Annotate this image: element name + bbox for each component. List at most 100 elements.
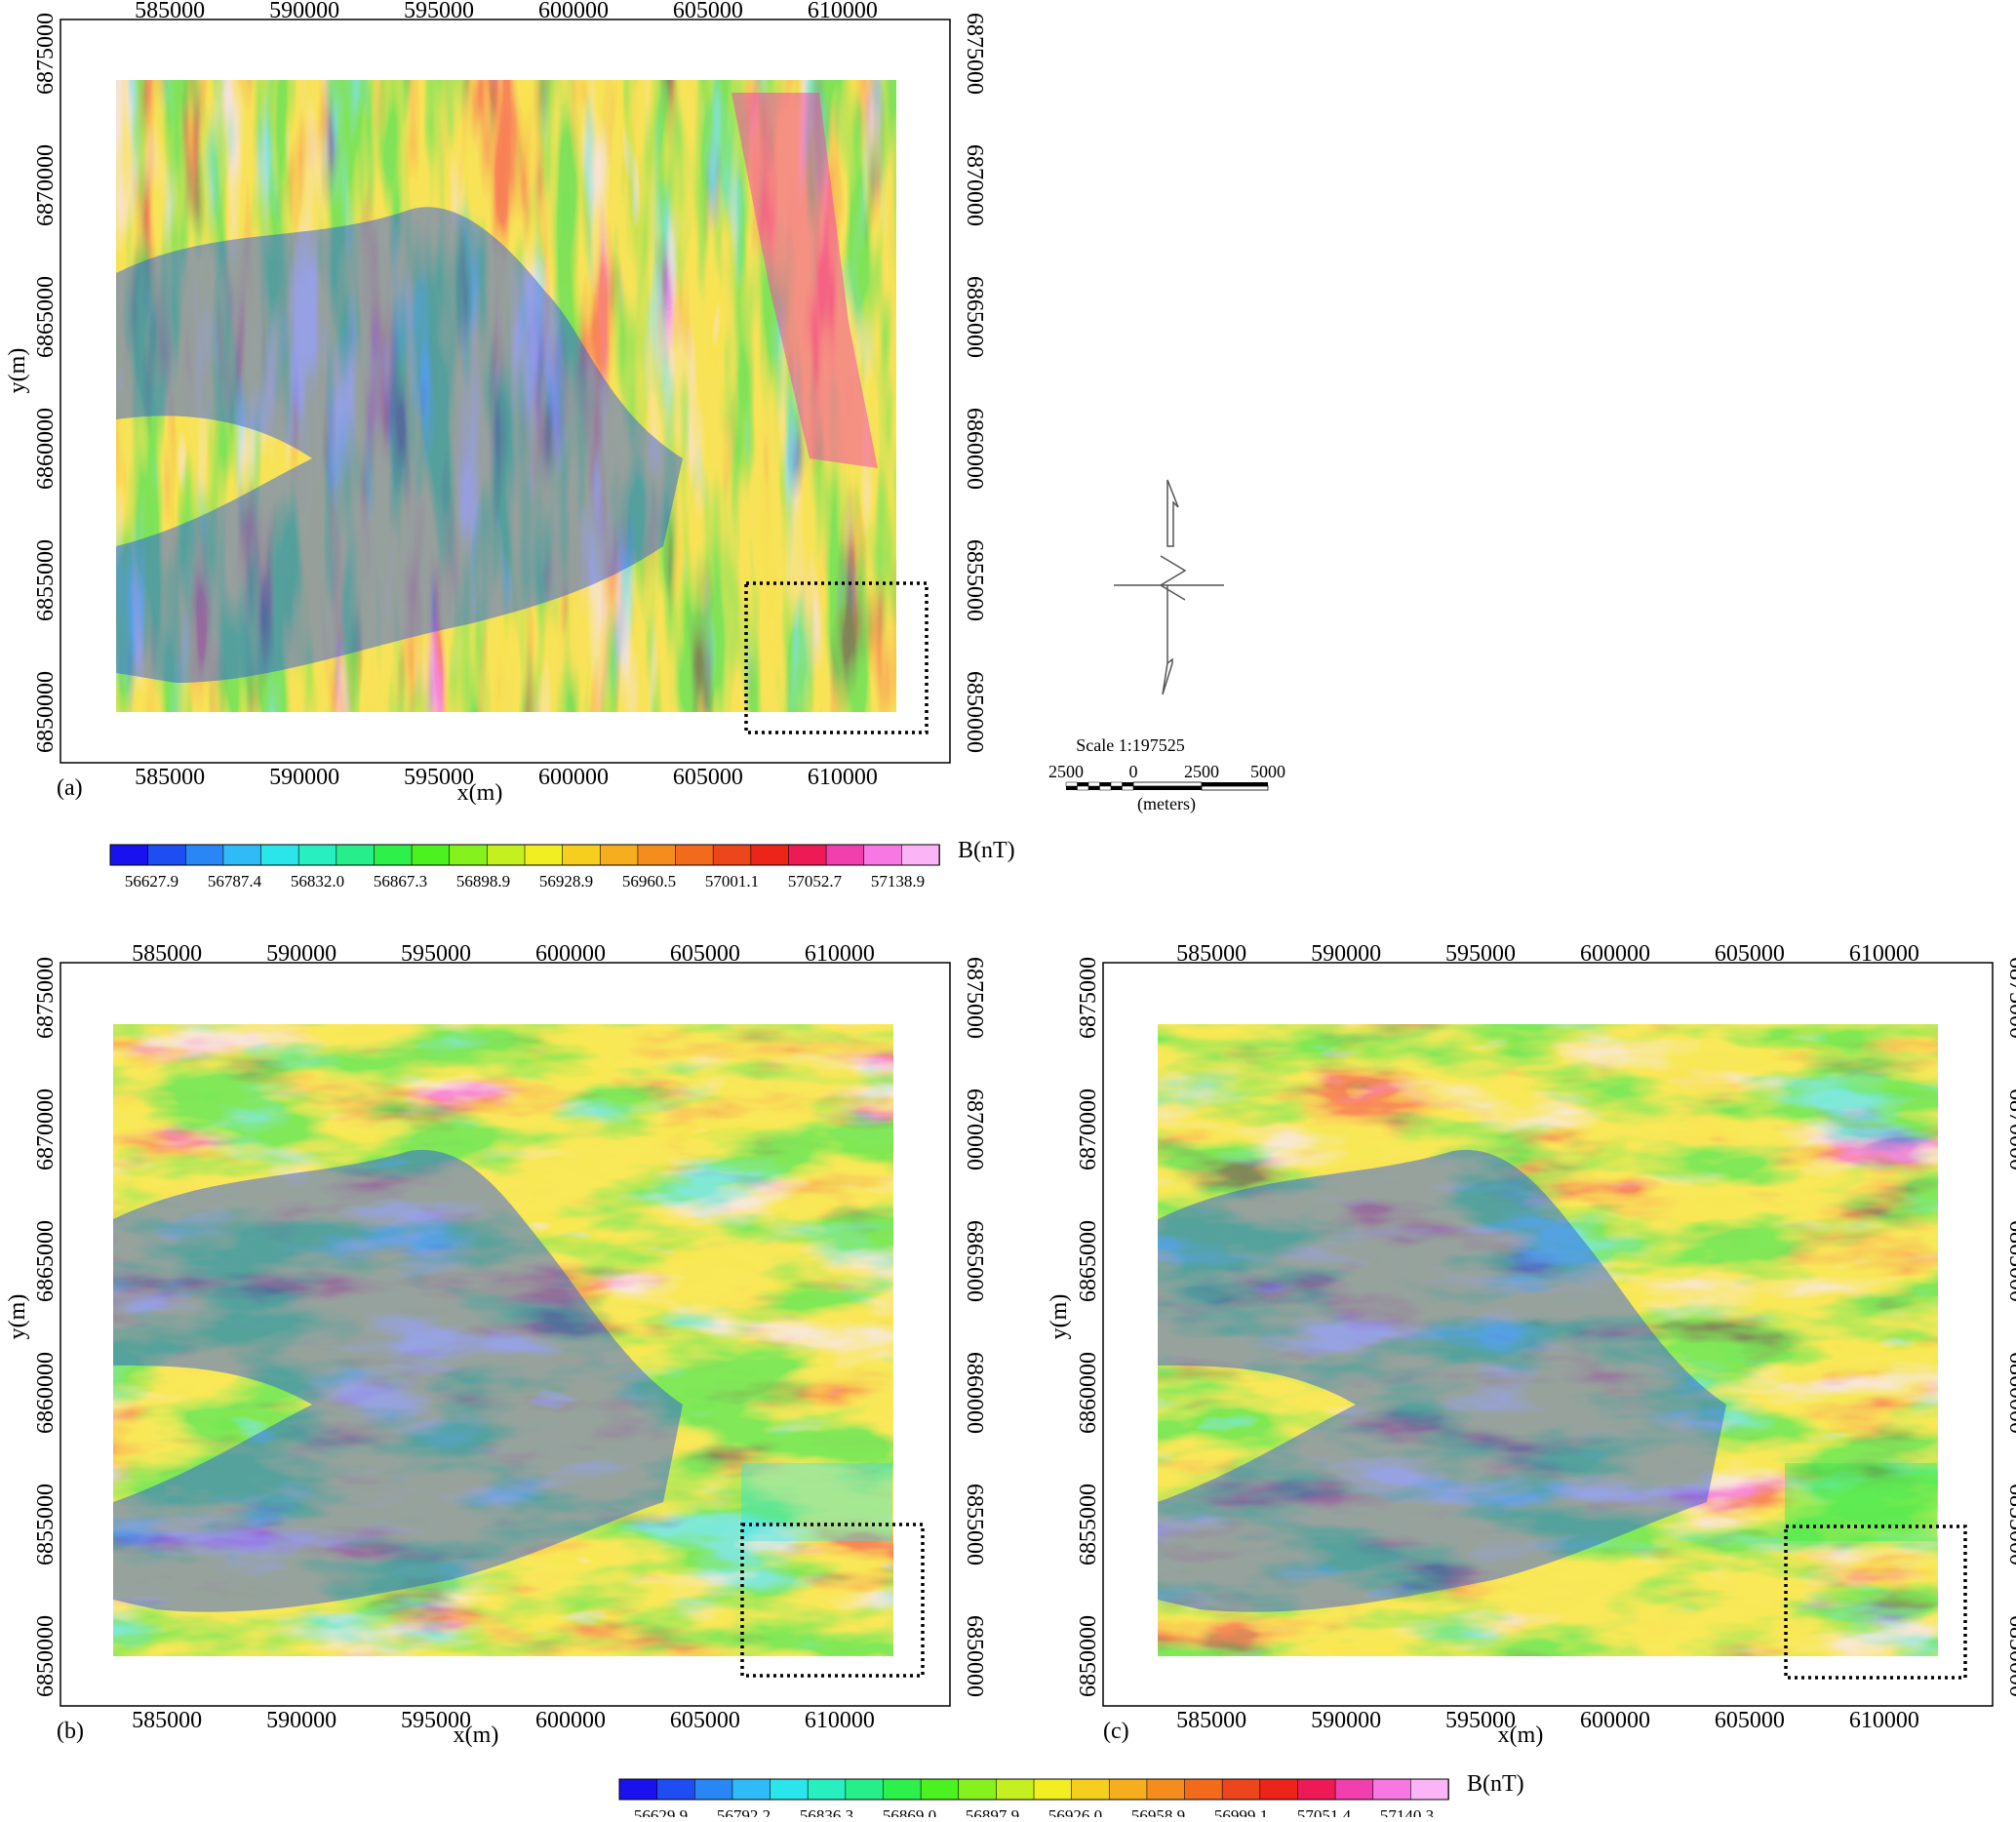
colorbar-tick-label: 56999.1: [1214, 1806, 1268, 1817]
low-anomaly-southeast: [1785, 1463, 1937, 1541]
magnetic-field-map: [113, 1024, 893, 1656]
x-tick-label-top: 610000: [808, 0, 878, 23]
x-tick-label-top: 585000: [132, 941, 202, 967]
x-tick-label-bottom: 585000: [135, 765, 205, 790]
y-tick-label-left: 6850000: [33, 1615, 59, 1697]
y-tick-label-left: 6850000: [33, 671, 59, 753]
y-tick-label-right: 6855000: [2004, 1484, 2016, 1565]
colorbar-tick-label: 57140.3: [1380, 1806, 1434, 1817]
scale-units: (meters): [1137, 794, 1196, 814]
colorbar-swatch: [1221, 1778, 1261, 1801]
colorbar-tick-label: 56787.4: [208, 872, 262, 891]
y-tick-label-right: 6850000: [962, 671, 987, 753]
colorbar-swatch: [1297, 1778, 1336, 1801]
colorbar-swatch: [750, 844, 790, 866]
selection-box: [744, 581, 929, 734]
north-arrow-icon: [1114, 479, 1224, 695]
panel-label: (c): [1103, 1719, 1129, 1744]
x-tick-label-top: 585000: [1176, 941, 1246, 967]
scale-segment: [1122, 782, 1133, 786]
y-tick-label-right: 6865000: [962, 1220, 987, 1302]
x-tick-label-bottom: 590000: [269, 765, 339, 790]
x-tick-label-top: 610000: [1849, 941, 1919, 967]
x-tick-label-bottom: 600000: [538, 765, 609, 790]
x-tick-label-top: 605000: [1715, 941, 1785, 967]
x-tick-label-top: 590000: [269, 0, 339, 23]
colorbar-swatch: [1372, 1778, 1412, 1801]
y-tick-label-right: 6865000: [962, 276, 987, 358]
colorbar-swatch: [958, 1778, 998, 1801]
colorbar-swatch: [825, 844, 865, 866]
x-tick-label-top: 590000: [1311, 941, 1381, 967]
y-tick-label-right: 6860000: [962, 408, 987, 490]
y-tick-label-right: 6870000: [962, 144, 987, 226]
colorbar-swatch: [656, 1778, 696, 1801]
high-anomaly-east: [731, 93, 878, 468]
colorbar-swatch: [996, 1778, 1035, 1801]
colorbar-bottom: B(nT) 56629.9 56792.2 56836.3 56869.0 56897.…: [618, 1771, 1524, 1822]
x-tick-label-bottom: 590000: [266, 1708, 336, 1733]
x-tick-label-bottom: 595000: [401, 1708, 471, 1733]
x-axis-label: x(m): [454, 1723, 499, 1748]
scale-segment: [1201, 785, 1269, 791]
scale-bar: Scale 1:197525 2500 0 2500 5000 (meters): [1048, 735, 1285, 814]
y-tick-label-left: 6875000: [33, 13, 59, 95]
y-tick-label-right: 6870000: [2004, 1089, 2016, 1170]
colorbar-tick-label: 57051.4: [1297, 1806, 1352, 1817]
x-tick-label-bottom: 595000: [404, 765, 474, 790]
colorbar-swatch: [637, 844, 677, 866]
colorbar-swatch: [883, 1778, 922, 1801]
x-tick-label-top: 600000: [538, 0, 609, 23]
colorbar-unit-label: B(nT): [1467, 1771, 1524, 1797]
y-tick-label-left: 6870000: [1076, 1089, 1101, 1170]
y-axis-label: y(m): [5, 348, 30, 394]
y-tick-label-left: 6875000: [33, 957, 59, 1039]
y-tick-label-left: 6855000: [33, 1484, 59, 1565]
colorbar-swatch: [524, 844, 564, 866]
colorbar-swatch: [222, 844, 262, 866]
colorbar-tick-label: 56869.0: [883, 1806, 936, 1817]
colorbar-tick-label: 56792.2: [717, 1806, 771, 1817]
scale-bar-segments: [1065, 781, 1269, 791]
colorbar-swatch: [1410, 1778, 1449, 1801]
colorbar-swatch: [374, 844, 413, 866]
y-tick-label-right: 6850000: [2004, 1615, 2016, 1697]
x-tick-label-top: 605000: [670, 941, 740, 967]
colorbar-swatch: [487, 844, 526, 866]
map-panel-a: (a) x(m) y(m) 585000 585000 590000 590000 59…: [5, 0, 987, 806]
x-tick-label-top: 585000: [135, 0, 205, 23]
scale-segment: [1099, 782, 1111, 786]
x-axis-label: x(m): [1498, 1723, 1544, 1748]
colorbar-tick-label: 56958.9: [1131, 1806, 1185, 1817]
scale-segment: [1099, 785, 1112, 791]
colorbar-unit-label: B(nT): [958, 838, 1015, 863]
colorbar-swatch: [184, 844, 224, 866]
x-tick-label-bottom: 605000: [673, 765, 743, 790]
y-tick-label-left: 6865000: [33, 276, 59, 358]
colorbar-tick-label: 57001.1: [705, 872, 759, 891]
x-tick-label-bottom: 610000: [805, 1708, 875, 1733]
map-panel-b: (b) x(m) y(m) 585000 585000 590000 590000 59…: [5, 941, 987, 1748]
y-tick-label-right: 6875000: [962, 13, 987, 95]
x-tick-label-bottom: 610000: [808, 765, 878, 790]
colorbar-tick-label: 57052.7: [788, 872, 843, 891]
scale-label: 2500: [1184, 762, 1219, 781]
scale-segment: [1202, 782, 1268, 786]
scale-segment: [1122, 785, 1134, 791]
x-tick-label-bottom: 585000: [1176, 1708, 1246, 1733]
colorbar-swatch: [1334, 1778, 1374, 1801]
panel-label: (a): [57, 775, 83, 801]
y-tick-label-right: 6875000: [2004, 957, 2016, 1039]
y-tick-label-left: 6865000: [1076, 1220, 1101, 1302]
x-tick-label-top: 600000: [1580, 941, 1650, 967]
colorbar-swatch: [863, 844, 903, 866]
map-texture: [1158, 1024, 1938, 1656]
x-tick-label-top: 605000: [673, 0, 743, 23]
y-tick-label-right: 6855000: [962, 539, 987, 621]
scale-segment: [1066, 786, 1078, 790]
x-tick-label-top: 590000: [266, 941, 336, 967]
map-panel-c: (c) x(m) y(m) 585000 585000 590000 590000 59…: [1047, 941, 2016, 1748]
y-tick-label-left: 6875000: [1076, 957, 1101, 1039]
colorbar-swatch: [1071, 1778, 1111, 1801]
